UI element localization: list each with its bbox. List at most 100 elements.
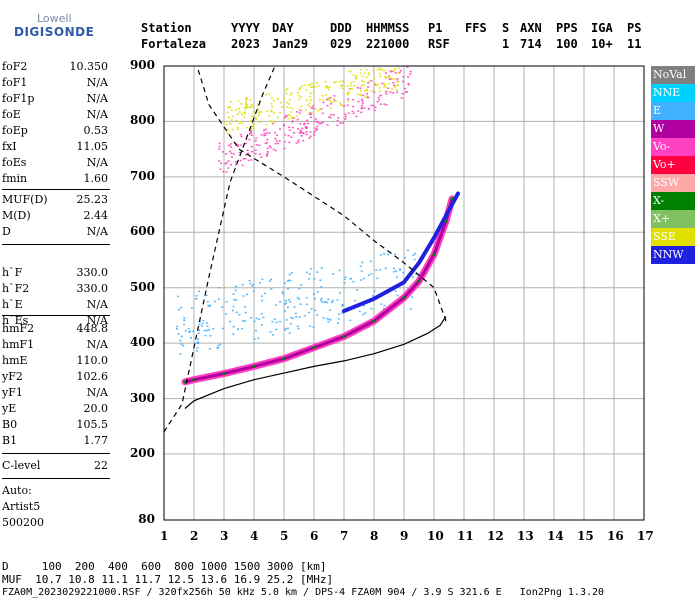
echo-dot	[230, 109, 233, 112]
param-key: MUF(D)	[2, 193, 48, 206]
echo-dot	[383, 84, 386, 86]
echo-dot	[352, 98, 355, 101]
x-tick-label: 10	[427, 529, 444, 543]
echo-dot	[207, 329, 210, 331]
echo-dot	[288, 98, 291, 101]
echo-dot	[283, 133, 286, 136]
echo-dot	[349, 87, 352, 90]
echo-dot	[370, 273, 373, 275]
echo-dot	[359, 265, 362, 267]
y-tick-label: 500	[129, 279, 155, 294]
echo-dot	[221, 306, 224, 308]
echo-dot	[257, 337, 260, 339]
echo-dot	[286, 114, 289, 116]
echo-dot	[305, 271, 308, 274]
echo-dot	[227, 116, 230, 119]
divider	[2, 315, 110, 316]
echo-dot	[392, 70, 395, 72]
echo-dot	[235, 119, 238, 122]
param-row: foF2 10.350	[2, 59, 108, 75]
echo-dot	[197, 329, 200, 332]
param-key: fmin	[2, 172, 28, 185]
echo-dot	[265, 132, 268, 134]
echo-dot	[370, 90, 373, 92]
echo-dot	[376, 100, 379, 103]
echo-dot	[297, 139, 300, 141]
echo-dot	[225, 161, 228, 164]
echo-dot	[359, 72, 362, 75]
echo-dot	[391, 78, 394, 80]
echo-dot	[359, 279, 362, 281]
echo-dot	[218, 148, 221, 150]
echo-dot	[260, 299, 263, 302]
echo-dot	[384, 76, 387, 78]
echo-dot	[334, 100, 337, 102]
echo-dot	[288, 273, 291, 276]
echo-dot	[341, 304, 344, 307]
param-value: 330.0	[76, 282, 109, 295]
param-value: N/A	[86, 225, 108, 238]
echo-dot	[357, 110, 360, 112]
echo-dot	[238, 122, 241, 125]
echo-dot	[292, 117, 295, 119]
echo-dot	[272, 112, 275, 114]
param-row: foF1 N/A	[2, 75, 108, 91]
echo-dot	[290, 136, 293, 138]
echo-dot	[265, 128, 268, 131]
echo-dot	[322, 101, 325, 104]
echo-dot	[398, 268, 401, 270]
echo-dot	[226, 132, 229, 134]
echo-dot	[273, 318, 276, 320]
echo-dot	[203, 329, 206, 332]
trace-point	[183, 380, 187, 384]
echo-dot	[404, 91, 407, 93]
param-row: B1 1.77	[2, 433, 108, 449]
echo-dot	[298, 98, 301, 101]
echo-dot	[364, 312, 367, 314]
echo-dot	[391, 88, 394, 90]
echo-dot	[248, 279, 251, 282]
echo-dot	[236, 144, 239, 146]
echo-dot	[272, 148, 275, 151]
echo-dot	[329, 107, 332, 109]
echo-dot	[288, 126, 291, 129]
echo-dot	[183, 319, 186, 322]
echo-dot	[368, 72, 371, 74]
echo-dot	[208, 304, 211, 307]
echo-dot	[251, 105, 254, 108]
echo-dot	[272, 99, 275, 102]
echo-dot	[235, 299, 238, 301]
echo-dot	[288, 114, 291, 116]
echo-dot	[318, 108, 321, 111]
echo-dot	[364, 96, 367, 98]
echo-dot	[309, 95, 312, 98]
echo-dot	[385, 72, 388, 74]
echo-dot	[374, 83, 377, 86]
echo-dot	[352, 105, 355, 108]
echo-dot	[187, 327, 190, 330]
echo-dot	[243, 306, 246, 308]
echo-dot	[257, 114, 260, 117]
echo-dot	[341, 122, 344, 124]
echo-dot	[359, 87, 362, 89]
echo-dot	[333, 95, 336, 97]
echo-dot	[178, 308, 181, 311]
param-row: yF2 102.6	[2, 369, 108, 385]
echo-dot	[326, 317, 329, 320]
echo-dot	[329, 103, 332, 105]
param-value: 448.8	[76, 322, 109, 335]
echo-dot	[315, 129, 318, 132]
echo-dot	[225, 171, 228, 173]
echo-dot	[298, 94, 301, 97]
echo-dot	[321, 94, 324, 97]
echo-dot	[270, 278, 273, 281]
echo-dot	[227, 160, 230, 162]
echo-dot	[376, 277, 379, 280]
echo-dot	[388, 76, 391, 78]
echo-dot	[269, 146, 272, 149]
echo-dot	[356, 93, 359, 96]
echo-dot	[258, 121, 261, 123]
echo-dot	[298, 88, 301, 91]
echo-dot	[179, 339, 182, 342]
